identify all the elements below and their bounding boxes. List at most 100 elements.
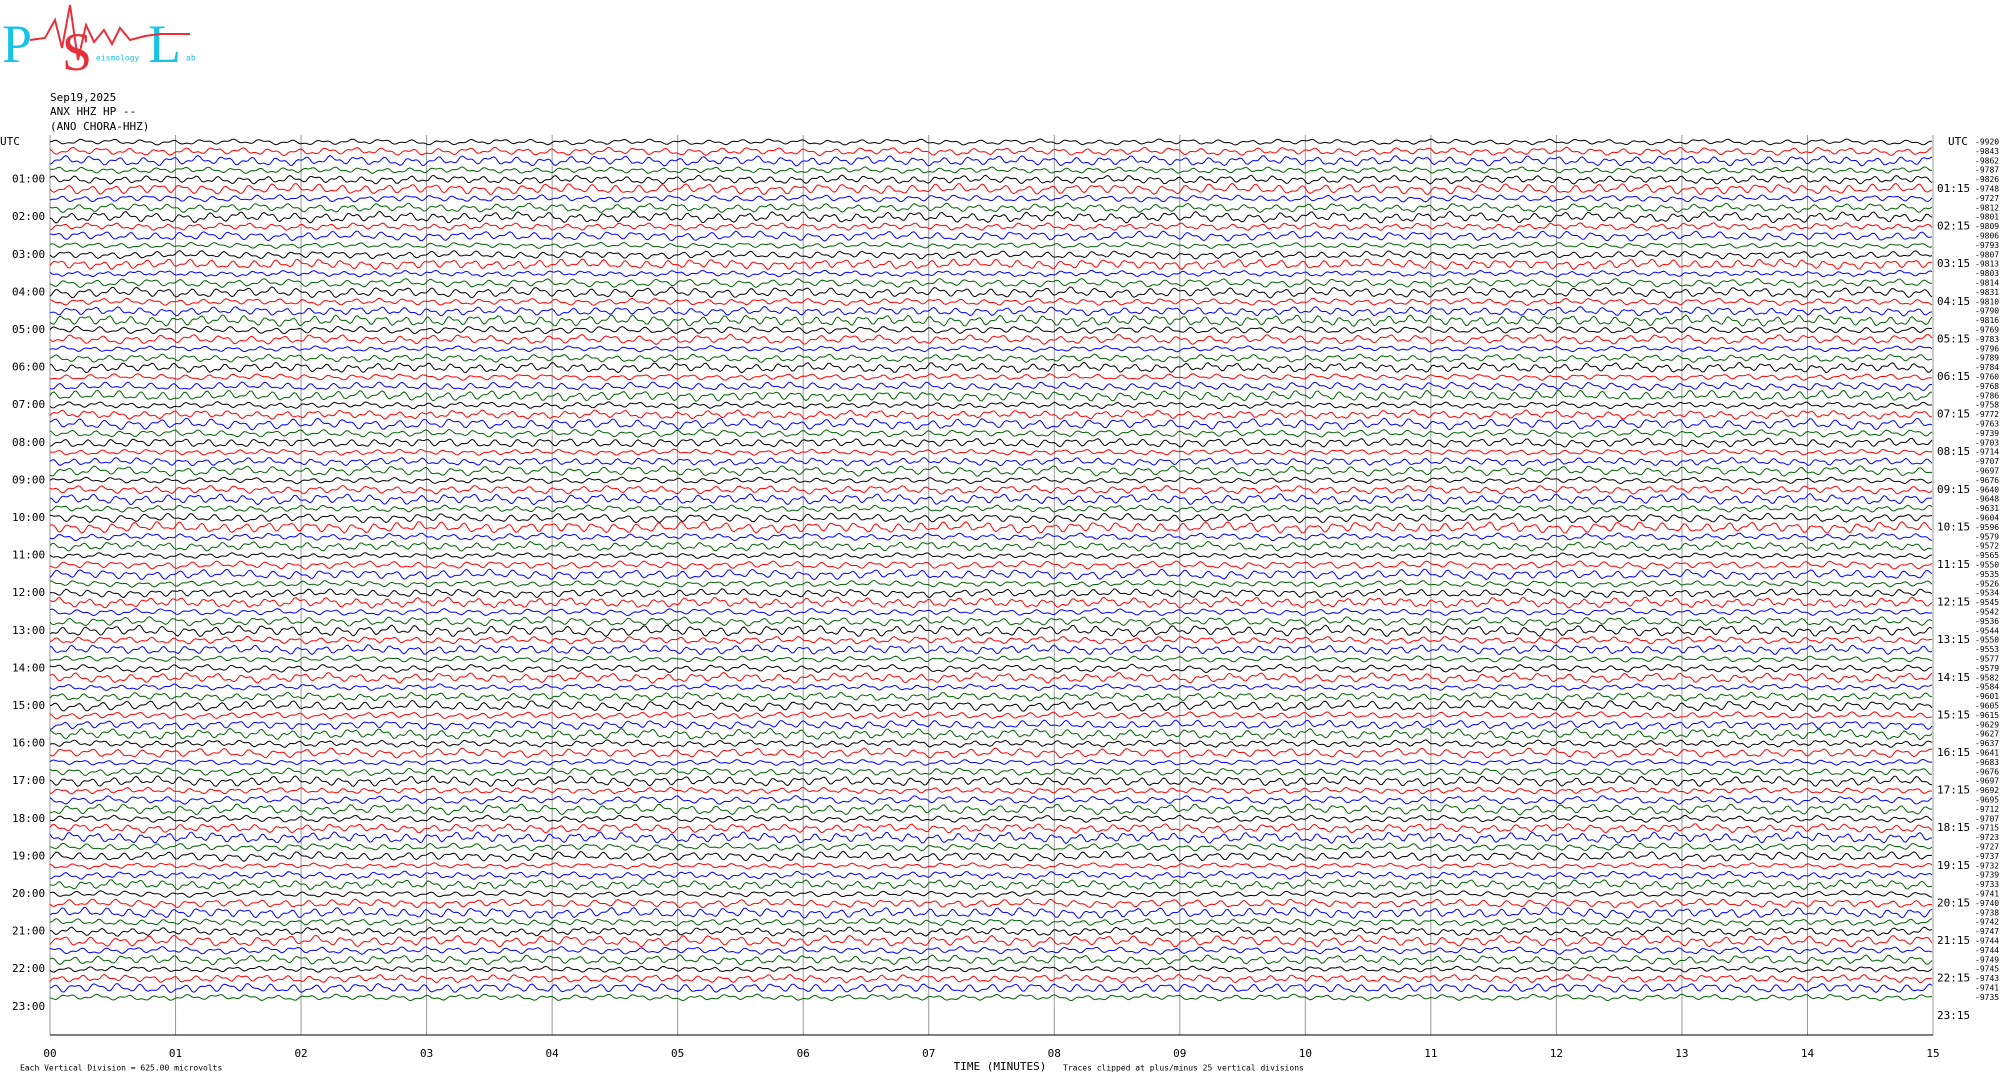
offset-label: -9707 bbox=[1975, 457, 1999, 466]
trace bbox=[49, 739, 1933, 749]
trace bbox=[49, 278, 1932, 289]
trace bbox=[49, 842, 1933, 852]
offset-label: -9712 bbox=[1975, 805, 1999, 814]
offset-label: -9763 bbox=[1975, 420, 1999, 429]
offset-label: -9553 bbox=[1975, 645, 1999, 654]
x-tick-label: 03 bbox=[420, 1047, 433, 1060]
offset-label: -9605 bbox=[1975, 702, 1999, 711]
offset-label: -9596 bbox=[1975, 523, 1999, 532]
offset-label: -9727 bbox=[1975, 843, 1999, 852]
x-tick-label: 09 bbox=[1173, 1047, 1186, 1060]
trace bbox=[49, 146, 1933, 157]
trace bbox=[49, 671, 1933, 684]
offset-label: -9745 bbox=[1975, 965, 1999, 974]
hour-label: 01:15 bbox=[1937, 182, 1970, 195]
trace bbox=[49, 719, 1933, 731]
offset-label: -9769 bbox=[1975, 326, 1999, 335]
hour-label: 19:00 bbox=[12, 849, 45, 862]
trace bbox=[49, 269, 1933, 278]
offset-label: -9760 bbox=[1975, 373, 1999, 382]
trace bbox=[49, 831, 1932, 845]
trace bbox=[49, 850, 1933, 862]
trace bbox=[49, 934, 1933, 948]
trace bbox=[49, 381, 1933, 392]
hour-label: 23:15 bbox=[1937, 1009, 1970, 1022]
offset-label: -9739 bbox=[1975, 429, 1999, 438]
offset-label: -9814 bbox=[1975, 279, 1999, 288]
offset-label: -9789 bbox=[1975, 354, 1999, 363]
trace bbox=[49, 775, 1933, 788]
footer-left: Each Vertical Division = 625.00 microvol… bbox=[20, 1064, 222, 1073]
hour-label: 22:15 bbox=[1937, 972, 1970, 985]
hour-label: 15:15 bbox=[1937, 708, 1970, 721]
trace bbox=[49, 476, 1933, 485]
hour-label: 06:15 bbox=[1937, 370, 1970, 383]
footer-right: Traces clipped at plus/minus 25 vertical… bbox=[1063, 1064, 1304, 1073]
offset-label: -9738 bbox=[1975, 908, 1999, 917]
trace bbox=[49, 333, 1933, 345]
hour-label: 11:00 bbox=[12, 549, 45, 562]
hour-label: 13:15 bbox=[1937, 633, 1970, 646]
trace bbox=[49, 552, 1933, 560]
offset-label: -9579 bbox=[1975, 532, 1999, 541]
trace bbox=[49, 699, 1933, 713]
offset-label: -9641 bbox=[1975, 749, 1999, 758]
trace bbox=[49, 767, 1932, 777]
trace bbox=[49, 945, 1933, 955]
trace bbox=[49, 504, 1933, 513]
trace bbox=[49, 373, 1933, 381]
offset-label: -9715 bbox=[1975, 824, 1999, 833]
offset-label: -9534 bbox=[1975, 589, 1999, 598]
offset-label: -9803 bbox=[1975, 269, 1999, 278]
x-tick-label: 05 bbox=[671, 1047, 684, 1060]
trace bbox=[49, 711, 1933, 720]
trace bbox=[49, 954, 1933, 966]
offset-label: -9831 bbox=[1975, 288, 1999, 297]
offset-label: -9749 bbox=[1975, 955, 1999, 964]
offset-label: -9565 bbox=[1975, 551, 1999, 560]
offset-label: -9809 bbox=[1975, 222, 1999, 231]
trace bbox=[49, 870, 1933, 880]
offset-label: -9637 bbox=[1975, 739, 1999, 748]
offset-label: -9772 bbox=[1975, 410, 1999, 419]
offset-label: -9733 bbox=[1975, 880, 1999, 889]
trace bbox=[49, 194, 1933, 203]
trace bbox=[49, 596, 1933, 609]
offset-label: -9758 bbox=[1975, 401, 1999, 410]
trace bbox=[49, 655, 1933, 663]
trace bbox=[49, 325, 1933, 335]
utc-left: UTC bbox=[0, 135, 20, 148]
offset-label: -9535 bbox=[1975, 570, 1999, 579]
hour-label: 22:00 bbox=[12, 962, 45, 975]
offset-label: -9640 bbox=[1975, 485, 1999, 494]
trace bbox=[49, 166, 1933, 174]
trace bbox=[49, 786, 1933, 795]
trace bbox=[49, 683, 1933, 692]
offset-label: -9545 bbox=[1975, 598, 1999, 607]
x-axis-label: TIME (MINUTES) bbox=[954, 1060, 1047, 1073]
hour-label: 21:00 bbox=[12, 925, 45, 938]
hour-label: 14:15 bbox=[1937, 671, 1970, 684]
trace bbox=[49, 401, 1933, 410]
trace bbox=[49, 409, 1933, 420]
offset-label: -9572 bbox=[1975, 542, 1999, 551]
offset-label: -9714 bbox=[1975, 448, 1999, 457]
trace bbox=[49, 727, 1933, 741]
trace bbox=[49, 663, 1933, 674]
trace bbox=[49, 314, 1933, 328]
offset-label: -9843 bbox=[1975, 147, 1999, 156]
trace bbox=[49, 814, 1933, 823]
x-tick-label: 08 bbox=[1048, 1047, 1061, 1060]
trace bbox=[49, 926, 1933, 937]
offset-label: -9697 bbox=[1975, 467, 1999, 476]
trace bbox=[49, 794, 1933, 806]
offset-label: -9783 bbox=[1975, 335, 1999, 344]
trace bbox=[49, 560, 1933, 570]
offset-label: -9801 bbox=[1975, 213, 1999, 222]
offset-label: -9920 bbox=[1975, 138, 1999, 147]
trace bbox=[49, 521, 1933, 534]
hour-label: 02:15 bbox=[1937, 220, 1970, 233]
trace bbox=[49, 965, 1933, 973]
offset-label: -9723 bbox=[1975, 833, 1999, 842]
